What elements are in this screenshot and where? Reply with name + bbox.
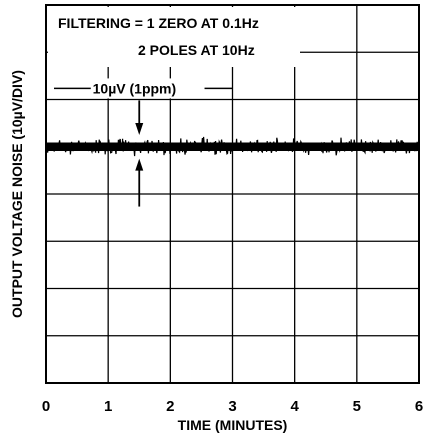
x-tick-label: 4 (290, 398, 299, 415)
x-axis-label: TIME (MINUTES) (178, 417, 288, 433)
plot-frame (45, 4, 420, 384)
y-axis-label: OUTPUT VOLTAGE NOISE (10µV/DIV) (9, 70, 25, 318)
x-tick-label: 3 (228, 398, 236, 415)
x-tick-label: 6 (415, 398, 423, 415)
x-tick-label: 0 (42, 398, 50, 415)
x-tick-label: 1 (104, 398, 112, 415)
noise-trace (46, 136, 419, 157)
x-tick-labels: 0 1 2 3 4 5 6 (42, 398, 423, 415)
x-tick-label: 2 (166, 398, 174, 415)
x-tick-label: 5 (353, 398, 361, 415)
filtering-annotation-line1: FILTERING = 1 ZERO AT 0.1Hz (58, 15, 259, 31)
noise-series-band (47, 142, 418, 152)
scale-marker-background (90, 78, 211, 99)
arrow-down-head-icon (135, 122, 144, 135)
filtering-annotation-line2: 2 POLES AT 10Hz (138, 42, 255, 58)
filtering-annotation-background (48, 7, 300, 67)
scale-marker-label: 10µV (1ppm) (93, 80, 177, 96)
arrow-up-head-icon (135, 158, 144, 171)
